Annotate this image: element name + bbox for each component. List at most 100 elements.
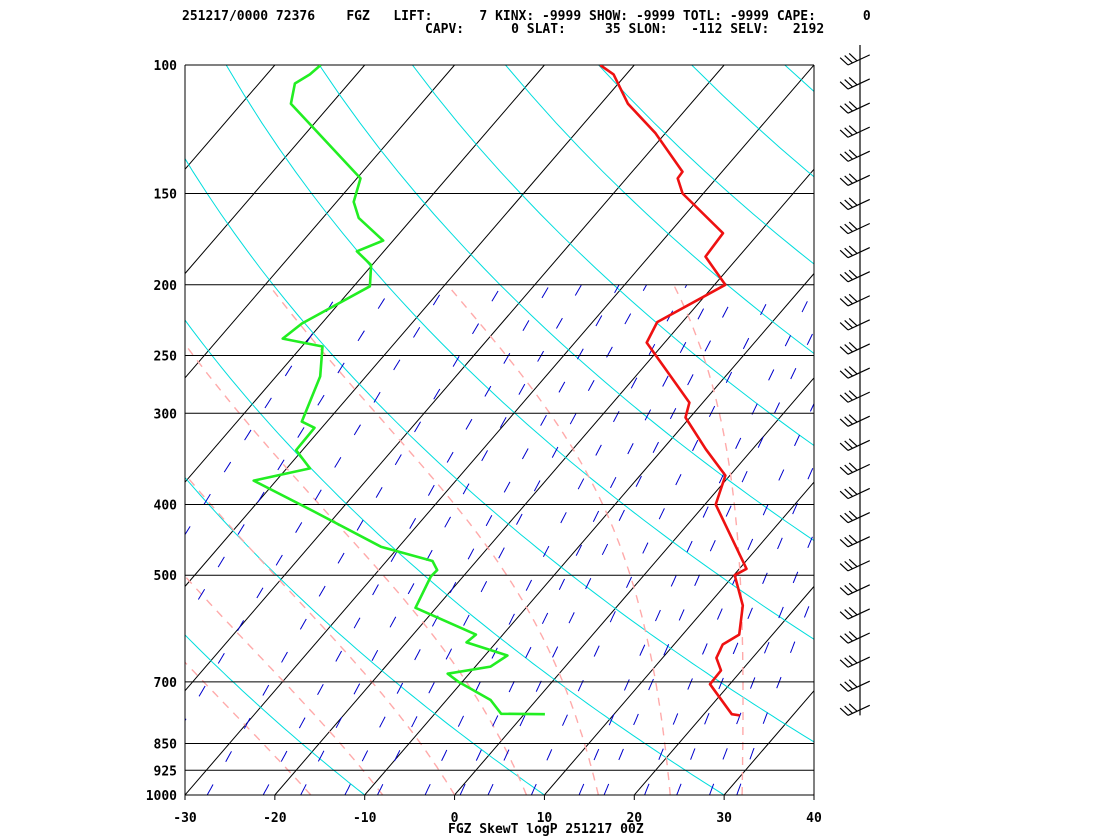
dewpoint-trace (252, 65, 545, 716)
wind-barb-shaft (847, 608, 871, 620)
temperature-tick-label: -10 (353, 811, 377, 826)
temperature-tick-label: 10 (537, 811, 553, 826)
mixing-ratio-line (578, 286, 814, 795)
moist-adiabat-line (185, 661, 312, 795)
wind-barb (839, 679, 871, 692)
pressure-tick-label: 300 (154, 407, 178, 422)
dry-adiabat-line (185, 794, 186, 795)
wind-barb (839, 366, 871, 379)
wind-barb-shaft (847, 512, 871, 524)
wind-barb-feather (848, 366, 858, 375)
wind-barb-shaft (847, 487, 871, 500)
dry-adiabat-line (505, 65, 814, 355)
wind-barb (839, 414, 871, 427)
isotherm-line (364, 272, 814, 795)
wind-barb-shaft (847, 78, 871, 90)
wind-barb-shaft (847, 222, 871, 235)
wind-barb-shaft (847, 271, 871, 283)
wind-barb-feather (839, 177, 849, 186)
wind-barb-feather (848, 269, 858, 279)
wind-barb-feather (844, 416, 853, 425)
wind-barb-feather (844, 609, 853, 618)
isotherm-line (544, 481, 814, 795)
dry-adiabat-line (598, 65, 814, 265)
dry-adiabat-line (225, 65, 814, 640)
wind-barb (839, 317, 871, 331)
mixing-ratio-line (377, 284, 648, 795)
isotherm-line (185, 65, 545, 483)
wind-barb-feather (848, 101, 858, 110)
wind-barb-feather (844, 536, 853, 546)
wind-barb-feather (844, 320, 853, 329)
dry-adiabat-line (412, 65, 814, 447)
temperature-tick-label: 0 (451, 811, 459, 826)
wind-barb-feather (839, 57, 849, 66)
wind-barb-feather (844, 344, 853, 353)
isotherm-line (274, 168, 814, 795)
isotherm-line (633, 585, 814, 795)
mixing-ratio-line (185, 284, 394, 623)
wind-barb-feather (848, 149, 858, 158)
wind-barb-feather (839, 490, 849, 500)
wind-barb-shaft (847, 536, 871, 548)
mixing-ratio-line (709, 531, 814, 795)
isobar-lines (184, 64, 815, 796)
wind-barb-feather (848, 703, 858, 712)
isotherm-line (723, 689, 814, 795)
wind-barb-shaft (847, 54, 871, 66)
dry-adiabat-line (185, 476, 546, 795)
mixing-ratio-line (344, 284, 620, 795)
mixing-ratio-line (487, 284, 741, 795)
wind-barb-feather (848, 173, 858, 182)
wind-barb-shaft (847, 632, 871, 644)
wind-barb (839, 655, 871, 668)
wind-barb-feather (839, 298, 849, 307)
wind-barb-shaft (847, 415, 871, 427)
wind-barb-feather (844, 705, 853, 714)
wind-barb-shaft (847, 704, 871, 716)
moist-adiabat-line (673, 284, 744, 795)
wind-barb-shaft (847, 584, 871, 596)
wind-barb (839, 245, 871, 259)
background-grid (0, 65, 814, 795)
wind-barb-feather (848, 390, 858, 399)
wind-barb (839, 101, 871, 114)
mixing-ratio-line (530, 284, 777, 795)
wind-barb-shaft (847, 247, 871, 259)
wind-barb-feather (848, 486, 858, 495)
wind-barb-feather (839, 659, 849, 668)
wind-barb-feather (848, 438, 858, 447)
pressure-tick-label: 100 (154, 59, 178, 74)
wind-barb (839, 269, 871, 283)
wind-barb-shaft (847, 319, 871, 331)
wind-barb-shaft (847, 656, 871, 668)
header-indices-line2: CAPV: 0 SLAT: 35 SLON: -112 SELV: 2192 (425, 22, 825, 37)
mixing-ratio-line (185, 284, 447, 722)
wind-barb-shaft (847, 680, 871, 692)
wind-barb-feather (844, 392, 853, 401)
wind-barb-feather (844, 488, 853, 497)
pressure-tick-label: 400 (154, 499, 178, 514)
wind-barb-feather (844, 368, 853, 377)
wind-barb-feather (839, 611, 849, 620)
isotherm-line (0, 65, 95, 795)
wind-barb-feather (844, 585, 853, 594)
pressure-tick-label: 150 (154, 188, 178, 203)
pressure-tick-label: 700 (154, 676, 178, 691)
wind-barb-feather (839, 346, 849, 355)
wind-barb-feather (839, 225, 849, 235)
isotherm-line (185, 65, 725, 692)
moist-adiabat-line (446, 284, 671, 795)
wind-barb-feather (848, 655, 858, 664)
wind-barb-feather (844, 657, 853, 666)
wind-barb-feather (848, 197, 858, 206)
wind-barb-feather (848, 414, 858, 423)
wind-barb (839, 149, 871, 162)
wind-barb-feather (848, 125, 858, 134)
wind-barb (839, 173, 871, 186)
wind-barb-feather (844, 247, 853, 257)
wind-barb (839, 703, 871, 716)
wind-barb-feather (848, 558, 858, 568)
wind-barb-feather (848, 293, 858, 303)
